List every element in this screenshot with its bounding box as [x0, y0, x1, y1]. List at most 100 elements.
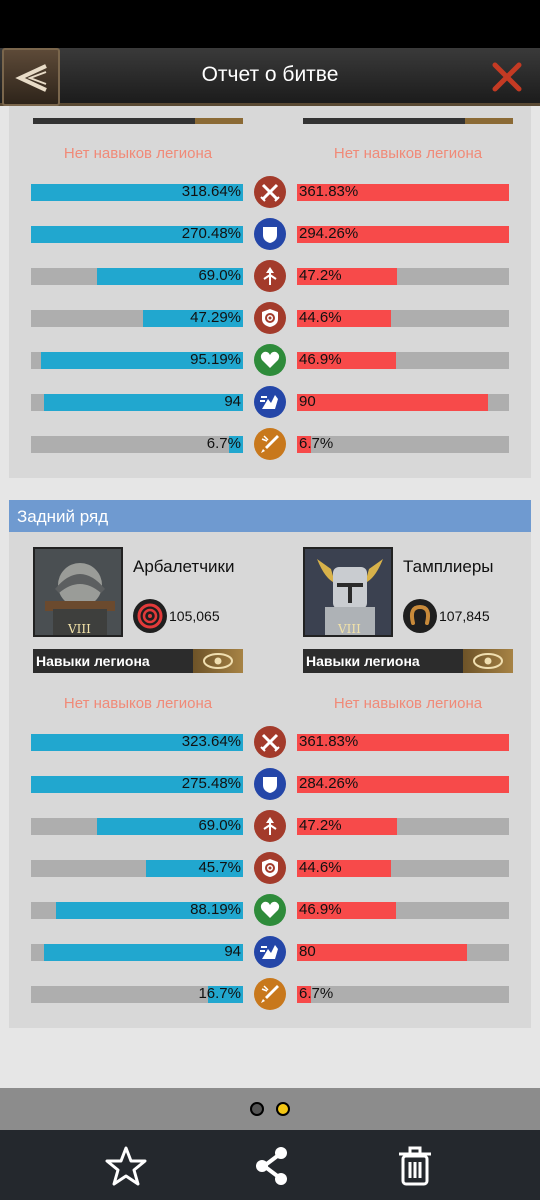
- defense-icon: [254, 218, 286, 250]
- left-stat-value: 323.64%: [181, 733, 241, 750]
- stat-row: 16.7% 6.7%: [31, 978, 509, 1012]
- skill-damage-icon: [254, 428, 286, 460]
- legion-skills-button[interactable]: Навыки легиона: [33, 649, 243, 673]
- defense-icon: [254, 768, 286, 800]
- left-stat-value: 94: [224, 943, 241, 960]
- left-stat-bar: 270.48%: [31, 225, 243, 243]
- close-button[interactable]: [492, 62, 522, 92]
- right-stat-value: 361.83%: [299, 733, 359, 750]
- right-stat-bar: 90: [297, 393, 509, 411]
- right-stat-bar: 80: [297, 943, 509, 961]
- left-stat-bar: 69.0%: [31, 267, 243, 285]
- health-icon: [254, 894, 286, 926]
- left-stat-fill: [207, 986, 243, 1003]
- crossbowman-portrait[interactable]: VIII: [33, 547, 123, 637]
- left-stat-value: 318.64%: [181, 183, 241, 200]
- stat-row: 47.29% 44.6%: [31, 302, 509, 336]
- left-stat-value: 45.7%: [198, 859, 241, 876]
- left-stat-bar: 94: [31, 393, 243, 411]
- left-stat-value: 95.19%: [190, 351, 241, 368]
- stat-row: 323.64% 361.83%: [31, 726, 509, 760]
- left-stat-bar: 95.19%: [31, 351, 243, 369]
- stat-row: 95.19% 46.9%: [31, 344, 509, 378]
- stat-row: 94 80: [31, 936, 509, 970]
- right-stat-value: 294.26%: [299, 225, 359, 242]
- right-unit-power: 107,845: [439, 608, 490, 624]
- left-stat-value: 16.7%: [198, 985, 241, 1002]
- right-stat-fill: [297, 776, 509, 793]
- right-skill-bar-stub: [303, 118, 513, 124]
- right-no-skill-text: Нет навыков легиона: [333, 695, 483, 712]
- left-stat-fill: [41, 352, 243, 369]
- status-bar: [0, 0, 540, 48]
- front-row-panel: Нет навыков легиона Нет навыков легиона …: [9, 106, 531, 478]
- right-stat-value: 44.6%: [299, 859, 342, 876]
- right-stat-fill: [297, 734, 509, 751]
- delete-button[interactable]: [393, 1144, 437, 1188]
- left-stat-value: 88.19%: [190, 901, 241, 918]
- right-stat-fill: [297, 184, 509, 201]
- crit-icon: [254, 302, 286, 334]
- templar-portrait[interactable]: VIII: [303, 547, 393, 637]
- page-indicator: [0, 1088, 540, 1130]
- right-stat-value: 284.26%: [299, 775, 359, 792]
- right-stat-value: 6.7%: [299, 435, 334, 452]
- stat-row: 45.7% 44.6%: [31, 852, 509, 886]
- left-unit-name: Арбалетчики: [133, 557, 235, 576]
- eye-icon: [463, 649, 513, 673]
- left-stat-value: 6.7%: [206, 435, 241, 452]
- back-button[interactable]: [2, 48, 60, 106]
- left-stat-value: 47.29%: [190, 309, 241, 326]
- speed-icon: [254, 936, 286, 968]
- right-stat-value: 80: [299, 943, 316, 960]
- left-stat-bar: 323.64%: [31, 733, 243, 751]
- attack-icon: [254, 726, 286, 758]
- horseshoe-icon: [403, 599, 437, 633]
- right-unit-name: Тамплиеры: [403, 557, 494, 576]
- left-stat-fill: [43, 394, 243, 411]
- skill-damage-icon: [254, 978, 286, 1010]
- stat-row: 318.64% 361.83%: [31, 176, 509, 210]
- left-stat-fill: [143, 310, 243, 327]
- right-stat-fill: [297, 268, 397, 285]
- attack-speed-icon: [254, 810, 286, 842]
- left-stat-bar: 94: [31, 943, 243, 961]
- stat-row: 69.0% 47.2%: [31, 260, 509, 294]
- favorite-button[interactable]: [104, 1144, 148, 1188]
- page-dot-active[interactable]: [276, 1102, 290, 1116]
- report-content[interactable]: Нет навыков легиона Нет навыков легиона …: [0, 106, 540, 1088]
- stat-row: 94 90: [31, 386, 509, 420]
- right-stat-fill: [297, 352, 397, 369]
- right-stat-value: 361.83%: [299, 183, 359, 200]
- right-stat-fill: [297, 818, 397, 835]
- share-button[interactable]: [250, 1144, 294, 1188]
- page-title: Отчет о битве: [201, 63, 339, 86]
- trash-icon: [399, 1146, 431, 1186]
- right-stat-value: 47.2%: [299, 267, 342, 284]
- left-stat-fill: [31, 226, 243, 243]
- right-stat-bar: 6.7%: [297, 435, 509, 453]
- crit-icon: [254, 852, 286, 884]
- legion-skills-button[interactable]: Навыки легиона: [303, 649, 513, 673]
- eye-icon: [193, 649, 243, 673]
- left-stat-bar: 47.29%: [31, 309, 243, 327]
- page-dot[interactable]: [250, 1102, 264, 1116]
- left-stat-value: 94: [224, 393, 241, 410]
- right-stat-value: 47.2%: [299, 817, 342, 834]
- left-stat-bar: 88.19%: [31, 901, 243, 919]
- star-icon: [105, 1146, 147, 1186]
- right-stat-fill: [297, 394, 488, 411]
- left-stat-bar: 6.7%: [31, 435, 243, 453]
- header-bar: Отчет о битве: [0, 48, 540, 106]
- left-stat-fill: [96, 268, 243, 285]
- left-stat-bar: 45.7%: [31, 859, 243, 877]
- close-icon: [492, 62, 522, 92]
- rank-badge: VIII: [337, 622, 361, 636]
- share-icon: [256, 1147, 287, 1185]
- right-stat-fill: [297, 226, 509, 243]
- left-stat-fill: [31, 776, 243, 793]
- right-stat-bar: 46.9%: [297, 901, 509, 919]
- left-skill-bar-stub: [33, 118, 243, 124]
- rank-badge: VIII: [67, 622, 91, 636]
- bottom-toolbar: [0, 1130, 540, 1200]
